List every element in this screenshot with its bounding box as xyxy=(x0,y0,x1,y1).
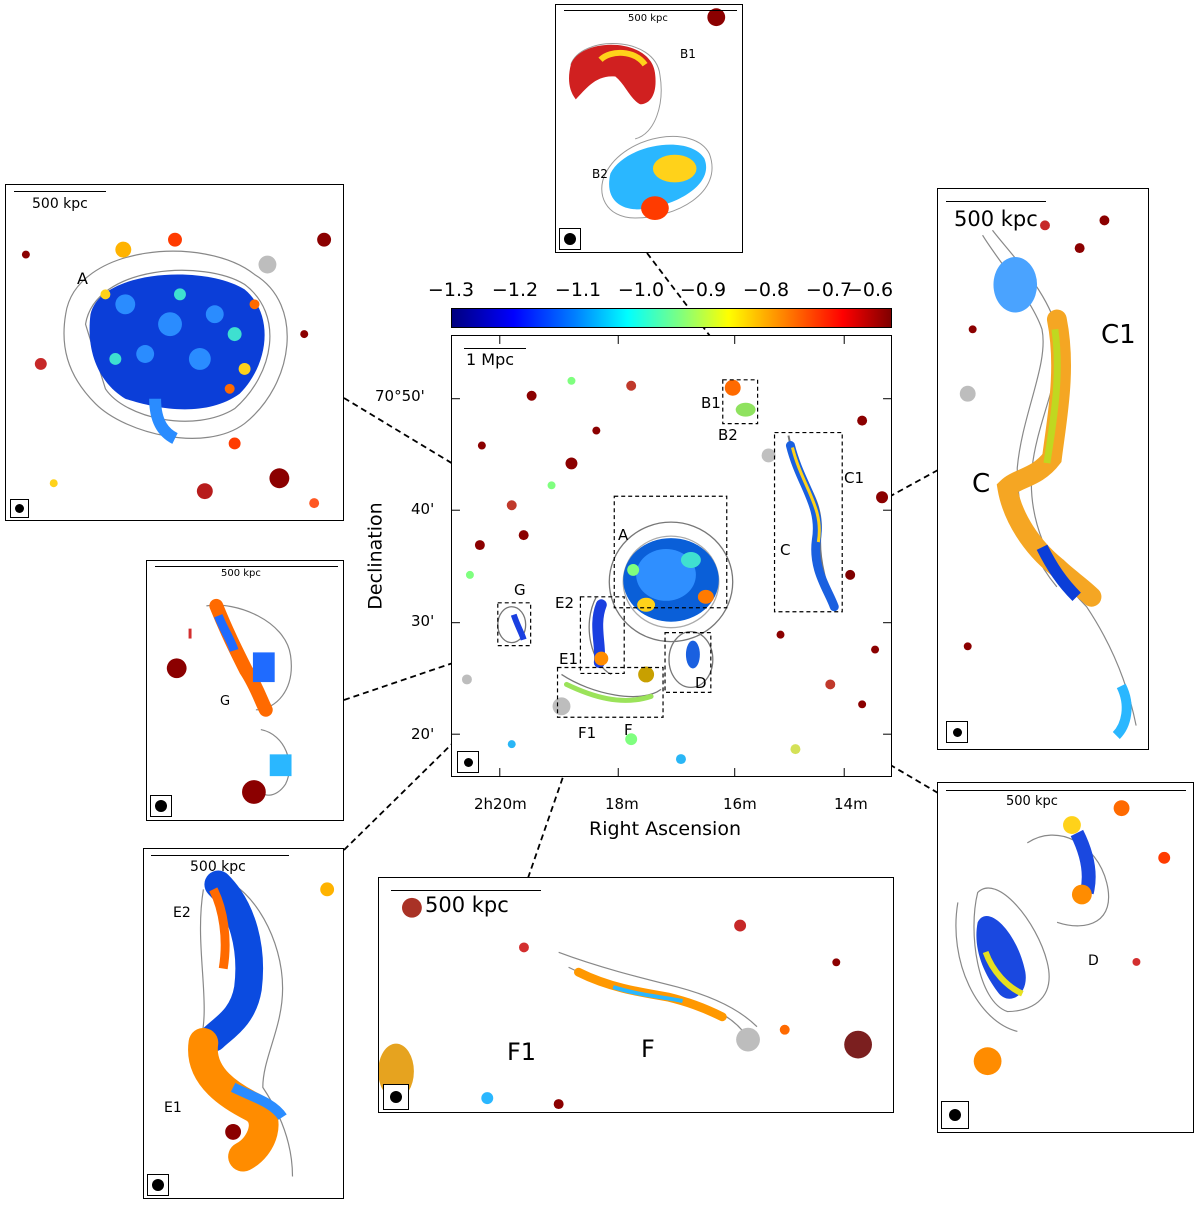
main-map-panel: 1 Mpc A B1 B2 C1 C G E2 E1 D F1 F xyxy=(451,335,892,777)
beam-icon xyxy=(457,751,479,773)
inset-label-C: C xyxy=(972,469,991,499)
beam-icon xyxy=(147,1174,169,1196)
x-axis-label: Right Ascension xyxy=(589,818,741,840)
inset-panel-F: 500 kpc F1 F xyxy=(378,877,894,1113)
region-label-E1: E1 xyxy=(559,650,579,668)
inset-panel-B: 500 kpc B1 B2 xyxy=(555,4,743,253)
region-label-F1: F1 xyxy=(578,724,597,742)
main-scalebar-line xyxy=(464,348,526,349)
inset-label-B1: B1 xyxy=(680,47,696,61)
colorbar-tick: −0.6 xyxy=(846,279,894,301)
inset-label-A: A xyxy=(77,269,88,288)
region-label-B1: B1 xyxy=(701,394,721,412)
xtick-label: 14m xyxy=(834,795,868,813)
colorbar-tick: −0.7 xyxy=(805,279,853,301)
xtick-label: 18m xyxy=(605,795,639,813)
scalebar-label-F: 500 kpc xyxy=(425,893,509,917)
inset-label-C1: C1 xyxy=(1101,320,1136,350)
colorbar-tick: −0.8 xyxy=(742,279,790,301)
colorbar-tick: −1.0 xyxy=(617,279,665,301)
inset-map-C xyxy=(959,215,1137,739)
beam-icon xyxy=(150,795,172,817)
scalebar-label-C: 500 kpc xyxy=(954,207,1038,231)
beam-icon xyxy=(10,499,29,518)
main-scalebar-label: 1 Mpc xyxy=(466,350,515,369)
region-label-B2: B2 xyxy=(718,426,738,444)
inset-map-G xyxy=(166,598,292,804)
inset-label-G: G xyxy=(220,694,231,709)
scalebar-line-G xyxy=(155,566,338,567)
beam-icon xyxy=(941,1101,969,1129)
inset-panel-G: 500 kpc G xyxy=(146,560,344,821)
inset-map-A xyxy=(21,232,332,509)
scalebar-line-A xyxy=(14,191,106,192)
region-label-F: F xyxy=(624,721,633,739)
ytick-label: 20' xyxy=(411,725,435,743)
scalebar-line-D xyxy=(946,790,1186,791)
region-label-A: A xyxy=(618,526,629,544)
colorbar xyxy=(451,308,892,328)
scalebar-label-B: 500 kpc xyxy=(628,13,668,24)
beam-icon xyxy=(383,1084,409,1110)
scalebar-line-F xyxy=(391,890,541,891)
scalebar-label-A: 500 kpc xyxy=(32,196,88,212)
region-label-C1: C1 xyxy=(844,469,865,487)
beam-icon xyxy=(946,721,968,743)
region-label-C: C xyxy=(780,541,791,559)
beam-icon xyxy=(559,228,581,250)
ytick-label: 40' xyxy=(411,500,435,518)
inset-label-E2: E2 xyxy=(173,905,191,921)
inset-map-D xyxy=(955,800,1171,1076)
inset-label-E1: E1 xyxy=(164,1100,182,1116)
inset-panel-E: 500 kpc E2 E1 xyxy=(143,848,344,1199)
xtick-label: 16m xyxy=(723,795,757,813)
scalebar-label-G: 500 kpc xyxy=(221,568,261,579)
scalebar-line-E xyxy=(151,855,289,856)
inset-map-E xyxy=(188,870,335,1177)
inset-label-F1: F1 xyxy=(507,1038,537,1066)
inset-label-D: D xyxy=(1088,953,1099,969)
region-label-D: D xyxy=(695,674,707,692)
xtick-label: 2h20m xyxy=(474,795,527,813)
inset-panel-D: 500 kpc D xyxy=(937,782,1194,1133)
colorbar-tick: −1.2 xyxy=(491,279,539,301)
y-axis-label: Declination xyxy=(364,502,387,610)
scalebar-label-D: 500 kpc xyxy=(1006,794,1058,809)
scalebar-line-C xyxy=(946,201,1046,202)
ytick-label: 30' xyxy=(411,612,435,630)
inset-panel-A: 500 kpc A xyxy=(5,184,344,521)
colorbar-tick: −0.9 xyxy=(679,279,727,301)
scalebar-label-E: 500 kpc xyxy=(190,859,246,875)
region-label-G: G xyxy=(514,581,526,599)
region-label-E2: E2 xyxy=(555,594,575,612)
main-map-image xyxy=(452,336,891,776)
colorbar-tick: −1.3 xyxy=(427,279,475,301)
scalebar-line-B xyxy=(564,10,737,11)
ytick-label: 70°50' xyxy=(375,387,425,405)
colorbar-tick: −1.1 xyxy=(554,279,602,301)
inset-label-F: F xyxy=(641,1035,655,1063)
inset-panel-C: 500 kpc C1 C xyxy=(937,188,1149,750)
inset-label-B2: B2 xyxy=(592,167,608,181)
inset-map-B xyxy=(569,8,726,221)
